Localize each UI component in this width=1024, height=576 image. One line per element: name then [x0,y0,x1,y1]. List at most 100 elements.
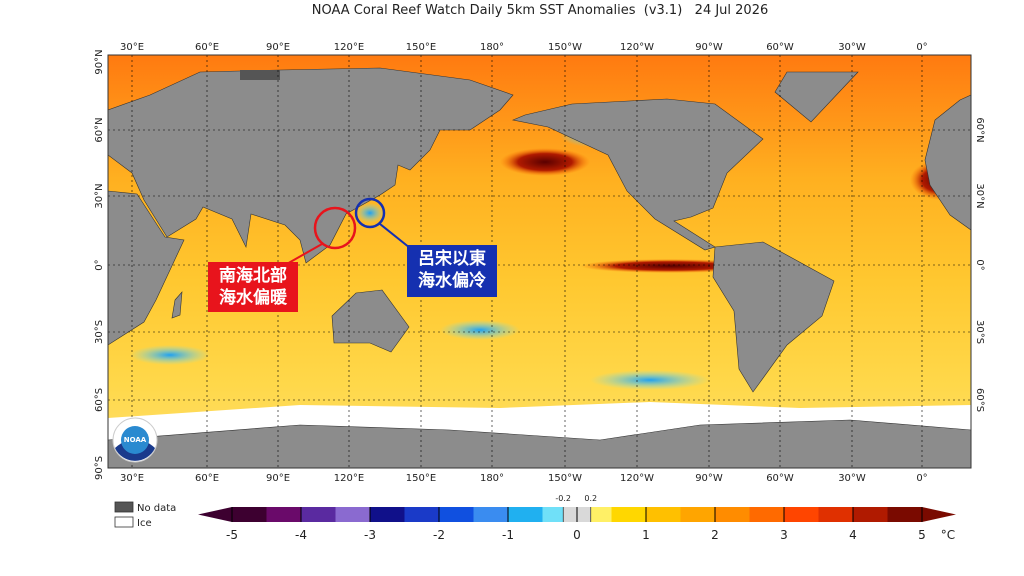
callout-box [407,245,497,297]
no-data [240,70,280,80]
colorbar-segment [266,507,302,522]
colorbar-fine-label: -0.2 [555,494,571,503]
colorbar-tick-label: 0 [573,528,581,542]
colorbar-arrow [198,507,232,522]
longitude-label: 90°E [266,473,290,484]
colorbar-tick-label: 3 [780,528,788,542]
greenland [774,71,859,123]
longitude-label: 120°W [620,42,654,53]
callout-text: 海水偏冷 [418,270,486,291]
callout-box [208,262,298,312]
latitude-label: 0° [974,259,985,270]
latitude-label: 60°S [94,388,105,412]
warm-anomaly [500,148,590,176]
cool-anomaly [356,203,384,223]
map: NOAA [107,54,972,469]
latitude-label: 30°N [974,183,985,208]
longitude-label: 90°W [695,42,723,53]
colorbar-tick-label: 4 [849,528,857,542]
colorbar-tick-label: 1 [642,528,650,542]
callout-text: 海水偏暖 [219,287,288,308]
latitude-label: 90°S [94,456,105,480]
callout-line [379,223,411,249]
colorbar-segment [232,507,267,522]
callout-text: 南海北部 [219,265,287,286]
title: NOAA Coral Reef Watch Daily 5km SST Anom… [312,3,769,18]
colorbar-segment [335,507,371,522]
colorbar-segment [473,507,509,522]
logo-text: NOAA [124,436,147,444]
latitude-label: 90°N [94,49,105,74]
longitude-label: 60°W [766,42,794,53]
cool-anomaly [590,370,710,390]
latitude-label: 0° [94,259,105,270]
latitude-label: 60°N [974,117,985,142]
madagascar [171,291,183,319]
colorbar-segment [818,507,854,522]
highlight-circle [354,197,386,229]
colorbar-segment [646,507,681,522]
noaa-logo: NOAA [112,417,158,463]
callout-line [284,243,323,266]
eurasia [107,67,514,264]
colorbar-segment [439,507,474,522]
longitude-label: 90°W [695,473,723,484]
map-frame [107,54,972,469]
colorbar-segment [508,507,543,522]
longitude-label: 0° [916,42,927,53]
longitude-label: 30°E [120,42,144,53]
longitude-label: 120°W [620,473,654,484]
colorbar-segment [680,507,716,522]
longitude-label: 150°W [548,42,582,53]
longitude-label: 60°E [195,42,219,53]
colorbar-tick-label: -5 [226,528,238,542]
latitude-label: 30°S [974,320,985,344]
colorbar-segment [853,507,888,522]
highlight-circle [313,206,357,250]
cool-anomaly [440,320,520,340]
colorbar-arrow [922,507,956,522]
latitude-label: 60°S [974,388,985,412]
land [107,67,972,393]
graticule [108,55,971,468]
longitude-label: 180° [480,473,504,484]
legend-label: Ice [137,518,152,529]
longitude-label: 120°E [334,473,364,484]
latitude-label: 30°N [94,183,105,208]
australia [331,289,410,353]
latitude-label: 60°N [94,117,105,142]
colorbar-tick-label: -4 [295,528,307,542]
colorbar-tick-label: -1 [502,528,514,542]
legend-swatch [114,501,134,513]
colorbar-segment [887,507,923,522]
longitude-label: 30°W [838,42,866,53]
colorbar-tick-label: 2 [711,528,719,542]
longitude-label: 30°W [838,473,866,484]
north-america [511,98,764,251]
longitude-label: 30°E [120,473,144,484]
colorbar-segment [404,507,440,522]
colorbar-segment [715,507,750,522]
cool-anomaly [130,345,210,365]
legend-label: No data [137,503,176,514]
longitude-label: 0° [916,473,927,484]
colorbar-segment [784,507,819,522]
longitude-label: 60°W [766,473,794,484]
colorbar-segment [370,507,405,522]
colorbar-tick-label: 5 [918,528,926,542]
longitude-label: 150°W [548,473,582,484]
legend-swatch [114,516,134,528]
africa [107,190,185,346]
longitude-label: 120°E [334,42,364,53]
longitude-label: 90°E [266,42,290,53]
longitude-label: 150°E [406,473,436,484]
south-america [712,241,835,393]
colorbar-tick-label: -3 [364,528,376,542]
callout-text: 呂宋以東 [418,248,486,269]
colorbar-segment [749,507,785,522]
colorbar-unit: °C [941,528,955,542]
colorbar-fine-label: 0.2 [584,494,597,503]
